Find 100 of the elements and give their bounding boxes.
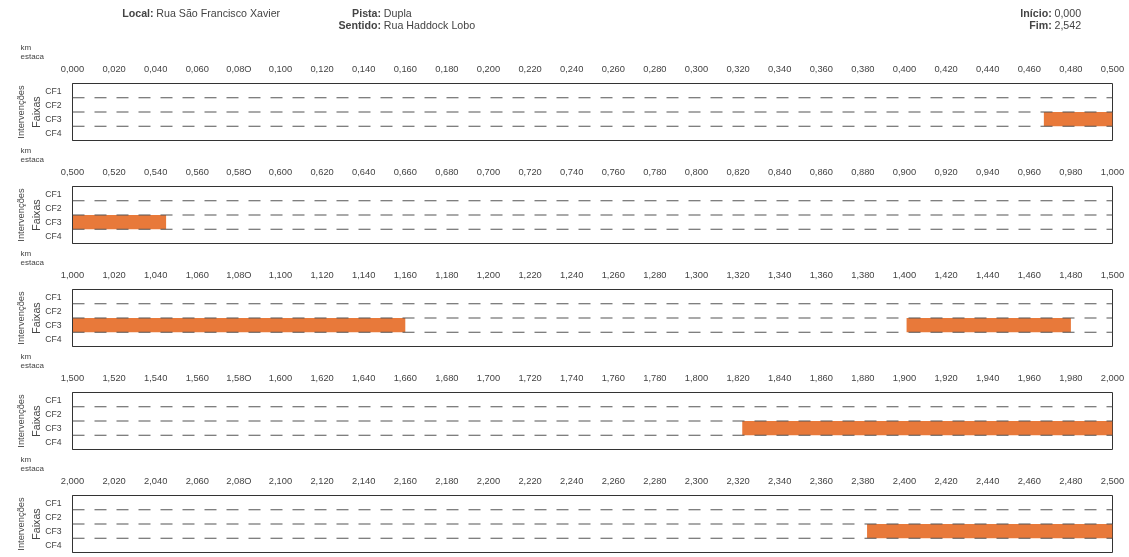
x-tick-label: 0,460 xyxy=(1017,63,1041,74)
x-tick-label: 0,160 xyxy=(393,63,417,74)
text: Sentido: Rua Haddock Lobo xyxy=(338,18,476,31)
x-tick-label: 1,960 xyxy=(1017,372,1041,383)
y-tick-label: CF2 xyxy=(45,511,62,522)
x-tick-label: 2,200 xyxy=(476,475,501,486)
x-tick-label: 0,860 xyxy=(809,166,833,177)
x-tick-label: 1,360 xyxy=(809,269,833,280)
y-tick-label: CF2 xyxy=(45,202,62,213)
x-tick-label: 0,780 xyxy=(643,166,667,177)
x-tick-label: 0,940 xyxy=(976,166,1000,177)
x-tick-label: 1,120 xyxy=(310,269,334,280)
text: Faixas xyxy=(29,508,42,540)
x-tick-label: 1,560 xyxy=(185,372,209,383)
y-tick-label: CF3 xyxy=(45,320,62,331)
x-tick-label: 1,100 xyxy=(268,269,293,280)
y-tick-label: CF1 xyxy=(45,188,62,199)
x-tick-label: 1,940 xyxy=(976,372,1000,383)
x-tick-label: 0,58O xyxy=(226,166,252,177)
x-tick-label: 0,800 xyxy=(684,166,709,177)
text: Pista: Dupla xyxy=(352,6,412,19)
x-tick-label: 0,500 xyxy=(1100,63,1125,74)
x-tick-label: 1,260 xyxy=(601,269,625,280)
x-tick-label: 1,500 xyxy=(1100,269,1125,280)
x-tick-label: 0,660 xyxy=(393,166,417,177)
x-tick-label: 0,820 xyxy=(726,166,750,177)
x-tick-label: 0,08O xyxy=(226,63,252,74)
x-tick-label: 1,700 xyxy=(476,372,501,383)
x-tick-label: 0,200 xyxy=(476,63,501,74)
x-tick-label: 1,820 xyxy=(726,372,750,383)
x-tick-label: 0,540 xyxy=(144,166,168,177)
x-tick-label: 1,000 xyxy=(60,269,85,280)
x-tick-label: 2,400 xyxy=(892,475,917,486)
x-tick-label: 0,040 xyxy=(144,63,168,74)
x-tick-label: 2,420 xyxy=(934,475,958,486)
x-tick-label: 1,500 xyxy=(60,372,85,383)
x-tick-label: 1,920 xyxy=(934,372,958,383)
x-tick-label: 1,640 xyxy=(352,372,376,383)
y-tick-label: CF3 xyxy=(45,423,62,434)
x-tick-label: 0,400 xyxy=(892,63,917,74)
x-tick-label: 1,280 xyxy=(643,269,667,280)
x-tick-label: 0,680 xyxy=(435,166,459,177)
y-tick-label: CF1 xyxy=(45,291,62,302)
x-tick-label: 0,120 xyxy=(310,63,334,74)
x-tick-label: 0,260 xyxy=(601,63,625,74)
text: Faixas xyxy=(29,405,42,437)
y-tick-label: CF1 xyxy=(45,497,62,508)
x-tick-label: 1,760 xyxy=(601,372,625,383)
x-tick-label: 1,780 xyxy=(643,372,667,383)
x-tick-label: 2,300 xyxy=(684,475,709,486)
x-tick-label: 0,960 xyxy=(1017,166,1041,177)
x-tick-label: 2,020 xyxy=(102,475,126,486)
x-tick-label: 2,500 xyxy=(1100,475,1125,486)
x-tick-label: 0,900 xyxy=(892,166,917,177)
x-tick-label: 1,800 xyxy=(684,372,709,383)
x-tick-label: 0,060 xyxy=(185,63,209,74)
x-tick-label: 0,180 xyxy=(435,63,459,74)
y-axis-title: Intervenções xyxy=(15,187,26,242)
x-tick-label: 0,140 xyxy=(352,63,376,74)
y-axis-title: Intervenções xyxy=(15,84,26,139)
x-tick-label: 1,520 xyxy=(102,372,126,383)
x-tick-label: 0,300 xyxy=(684,63,709,74)
y-tick-label: CF2 xyxy=(45,99,62,110)
x-tick-label: 1,000 xyxy=(1100,166,1125,177)
x-tick-label: 1,220 xyxy=(518,269,542,280)
x-tick-label: 0,880 xyxy=(851,166,875,177)
x-axis-title: km estaca xyxy=(20,145,45,164)
x-tick-label: 0,100 xyxy=(268,63,293,74)
y-tick-label: CF4 xyxy=(45,540,62,551)
x-tick-label: 1,740 xyxy=(560,372,584,383)
x-tick-label: 0,380 xyxy=(851,63,875,74)
x-tick-label: 0,320 xyxy=(726,63,750,74)
x-axis-title: km estaca xyxy=(20,248,45,267)
x-tick-label: 0,020 xyxy=(102,63,126,74)
x-tick-label: 2,000 xyxy=(1100,372,1125,383)
x-tick-label: 1,880 xyxy=(851,372,875,383)
x-tick-label: 1,480 xyxy=(1059,269,1083,280)
y-axis-title: Intervenções xyxy=(15,496,26,551)
x-tick-label: 0,520 xyxy=(102,166,126,177)
x-tick-label: 1,380 xyxy=(851,269,875,280)
x-tick-label: 1,900 xyxy=(892,372,917,383)
x-tick-label: 1,440 xyxy=(976,269,1000,280)
x-tick-label: 2,100 xyxy=(268,475,293,486)
x-tick-label: 0,480 xyxy=(1059,63,1083,74)
x-tick-label: 0,700 xyxy=(476,166,501,177)
text: Local: Rua São Francisco Xavier xyxy=(122,6,281,19)
x-tick-label: 0,420 xyxy=(934,63,958,74)
x-tick-label: 1,180 xyxy=(435,269,459,280)
text: Faixas xyxy=(29,96,42,128)
x-tick-label: 0,440 xyxy=(976,63,1000,74)
y-axis-title: Intervenções xyxy=(15,290,26,345)
y-tick-label: CF3 xyxy=(45,114,62,125)
x-tick-label: 1,340 xyxy=(768,269,792,280)
x-tick-label: 1,140 xyxy=(352,269,376,280)
x-tick-label: 1,420 xyxy=(934,269,958,280)
y-tick-label: CF1 xyxy=(45,394,62,405)
y-tick-label: CF2 xyxy=(45,305,62,316)
x-tick-label: 2,08O xyxy=(226,475,252,486)
x-tick-label: 2,000 xyxy=(60,475,85,486)
x-tick-label: 0,280 xyxy=(643,63,667,74)
